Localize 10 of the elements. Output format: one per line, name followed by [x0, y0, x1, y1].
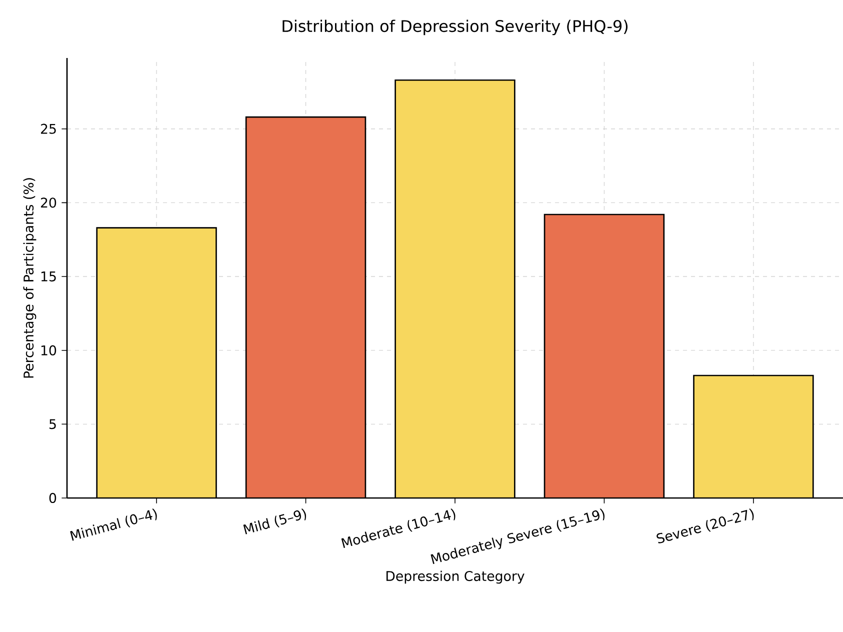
x-tick-label: Mild (5–9): [243, 508, 306, 534]
chart-title: Distribution of Depression Severity (PHQ-9): [282, 20, 628, 36]
y-tick-label: 5: [50, 419, 56, 430]
y-tick-label: 10: [41, 345, 56, 356]
y-tick-label: 25: [40, 124, 56, 134]
y-axis-title: Percentage of Participants (%): [23, 178, 36, 378]
x-axis-title: Depression Category: [386, 570, 524, 584]
y-tick-label: 20: [40, 198, 56, 208]
y-tick-label: 15: [41, 272, 56, 282]
y-tick-label: 0: [49, 492, 56, 504]
